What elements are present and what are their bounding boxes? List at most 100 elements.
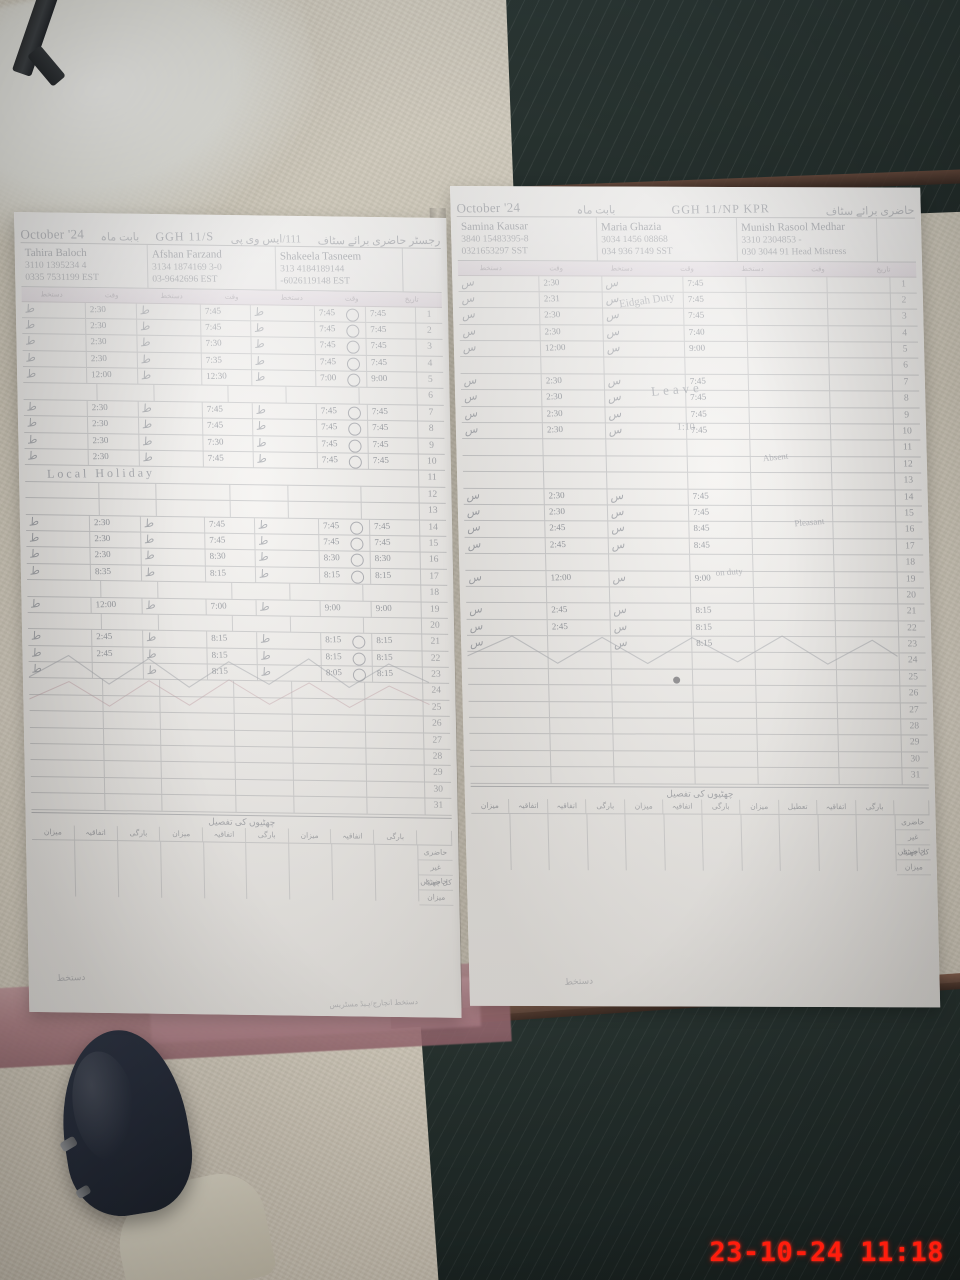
signature-cell[interactable]: س [458,291,540,308]
attendance-row[interactable]: 26 [468,685,927,704]
signature-cell[interactable] [752,538,834,555]
signature-cell[interactable] [611,669,694,685]
time-cell[interactable] [97,384,155,401]
time-cell[interactable]: 8:45 [689,538,754,555]
time-cell[interactable] [829,375,894,391]
time-cell[interactable] [364,617,423,634]
signature-cell[interactable]: س [466,619,548,636]
signature-cell[interactable]: ط [256,566,321,584]
signature-cell[interactable] [753,587,836,604]
time-cell[interactable]: 7:45 [368,437,419,454]
time-cell[interactable] [838,735,902,752]
signature-cell[interactable] [612,702,694,718]
signature-cell[interactable] [23,383,98,400]
time-cell[interactable] [359,388,418,405]
time-cell[interactable] [235,746,294,764]
time-cell[interactable] [694,751,759,768]
signature-cell[interactable] [613,751,696,767]
signature-cell[interactable]: س [608,538,690,554]
signature-cell[interactable]: ط [136,335,202,353]
time-cell[interactable]: 9:00 [371,601,422,618]
time-cell[interactable] [235,763,294,780]
signature-cell[interactable] [465,586,548,603]
signature-cell[interactable] [751,473,833,489]
time-cell[interactable] [828,342,893,358]
signature-cell[interactable] [758,768,840,784]
signature-cell[interactable]: س [461,422,544,439]
signature-cell[interactable] [747,342,830,358]
time-cell[interactable] [837,686,901,703]
signature-cell[interactable] [753,555,835,571]
signature-cell[interactable] [292,714,367,732]
time-cell[interactable]: 8:15 [691,620,756,636]
time-cell[interactable] [828,325,892,342]
signature-cell[interactable] [469,750,552,767]
time-cell[interactable] [104,745,162,762]
time-cell[interactable]: 8:15 [207,648,258,665]
time-cell[interactable]: 7:45 [365,306,417,323]
time-cell[interactable] [548,652,612,669]
signature-cell[interactable]: س [607,505,690,522]
time-cell[interactable] [547,636,612,652]
attendance-row[interactable]: 30 [469,750,929,769]
time-cell[interactable]: 12:00 [546,570,610,587]
time-cell[interactable] [829,358,893,375]
signature-cell[interactable] [293,780,368,797]
time-cell[interactable] [836,637,900,653]
signature-cell[interactable] [748,374,830,391]
time-cell[interactable]: 8:15 [207,664,259,681]
time-cell[interactable] [687,440,751,456]
time-cell[interactable]: 8:30 [205,549,256,566]
signature-cell[interactable] [755,653,837,670]
signature-cell[interactable]: س [465,570,547,587]
time-cell[interactable] [830,391,894,408]
time-cell[interactable]: 7:45 [688,505,753,522]
signature-cell[interactable]: ط [143,663,208,680]
time-cell[interactable] [687,456,752,473]
signature-cell[interactable] [468,701,550,718]
time-cell[interactable] [228,386,287,403]
time-cell[interactable] [834,588,899,604]
attendance-row[interactable]: س 2:30 س 7:45 3 [458,308,918,327]
time-cell[interactable] [234,714,293,731]
signature-cell[interactable] [30,744,105,761]
signature-cell[interactable]: ط [22,334,88,351]
time-cell[interactable] [101,613,160,631]
time-cell[interactable] [549,718,614,734]
signature-cell[interactable] [30,776,105,794]
signature-cell[interactable]: ط [257,665,323,682]
time-cell[interactable] [833,522,897,539]
time-cell[interactable] [361,486,420,503]
signature-cell[interactable]: س [603,308,685,325]
signature-cell[interactable]: س [605,423,688,440]
attendance-row[interactable]: س 2:45 س 8:15 22 [466,619,926,638]
time-cell[interactable]: 2:31 [539,292,604,308]
time-cell[interactable] [694,735,758,751]
time-cell[interactable] [551,767,615,783]
signature-cell[interactable]: س [459,324,541,341]
signature-cell[interactable]: ط [141,548,206,566]
signature-cell[interactable]: ط [137,352,202,369]
time-cell[interactable] [836,653,900,670]
time-cell[interactable]: 8:15 [321,633,373,650]
attendance-row[interactable]: س 12:00 س 9:00 5 [459,341,919,360]
time-cell[interactable]: 7:45 [366,339,417,356]
time-cell[interactable] [837,702,902,719]
signature-cell[interactable]: ط [26,563,92,581]
signature-cell[interactable] [289,583,364,601]
time-cell[interactable]: 7:45 [686,423,751,440]
time-cell[interactable] [365,683,424,700]
signature-cell[interactable] [747,309,829,325]
time-cell[interactable] [693,685,757,702]
time-cell[interactable] [834,571,898,588]
signature-cell[interactable] [611,652,693,669]
signature-cell[interactable]: ط [138,401,203,418]
time-cell[interactable]: 8:15 [372,650,423,667]
time-cell[interactable]: 2:30 [88,417,139,434]
signature-cell[interactable] [161,729,236,746]
signature-cell[interactable] [290,616,365,634]
signature-cell[interactable] [29,711,104,728]
time-cell[interactable]: 8:15 [372,666,424,683]
time-cell[interactable]: 7:45 [368,453,420,470]
signature-cell[interactable]: ط [139,450,204,467]
